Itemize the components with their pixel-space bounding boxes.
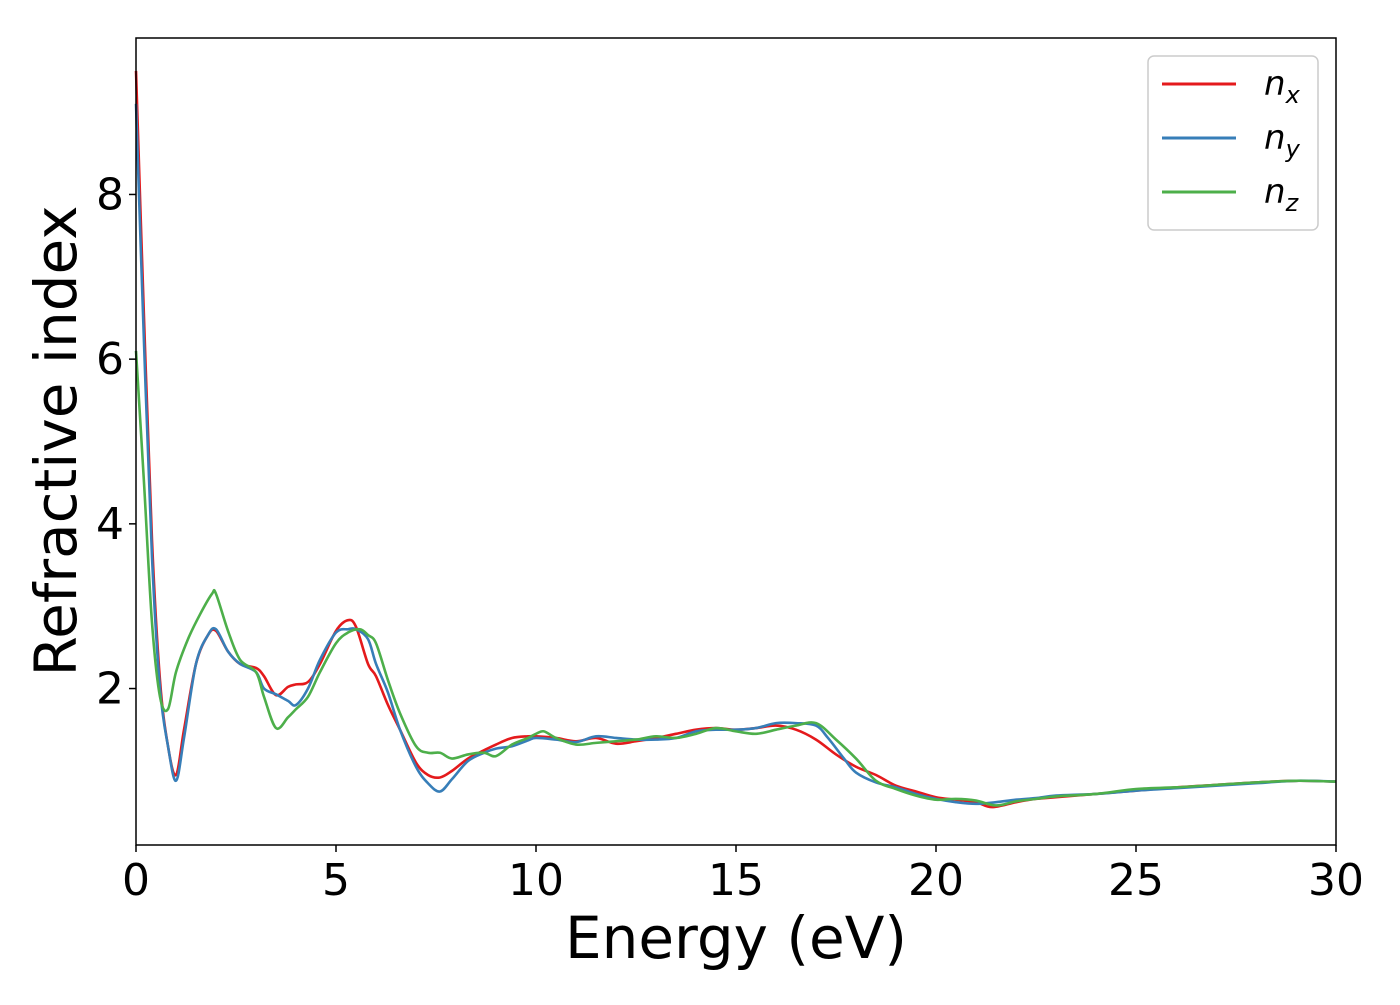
series-line-z xyxy=(134,350,1337,807)
x-tick-label: 5 xyxy=(322,855,350,906)
legend-box xyxy=(1147,55,1319,231)
x-axis-title: Energy (eV) xyxy=(565,904,907,972)
y-tick-label: 8 xyxy=(96,169,124,220)
legend-label-x: nx xyxy=(1264,64,1301,109)
legend-label-y: ny xyxy=(1264,118,1301,163)
x-tick-label: 20 xyxy=(908,855,964,906)
legend-label-z: nz xyxy=(1264,172,1300,217)
x-axis: 0 5 10 15 20 25 30 xyxy=(122,845,1364,906)
series-layer xyxy=(134,70,1337,809)
y-tick-label: 2 xyxy=(96,664,124,715)
y-tick-label: 6 xyxy=(96,334,124,385)
legend: nx ny nz xyxy=(1147,55,1319,231)
series-line-y xyxy=(134,103,1337,806)
x-tick-label: 0 xyxy=(122,855,150,906)
y-axis: 2 4 6 8 xyxy=(96,169,136,715)
y-tick-label: 4 xyxy=(96,499,124,550)
y-axis-title: Refractive index xyxy=(22,205,90,676)
x-tick-label: 10 xyxy=(508,855,564,906)
x-tick-label: 15 xyxy=(708,855,764,906)
x-tick-label: 25 xyxy=(1108,855,1164,906)
x-tick-label: 30 xyxy=(1308,855,1364,906)
plot-area xyxy=(136,38,1336,845)
